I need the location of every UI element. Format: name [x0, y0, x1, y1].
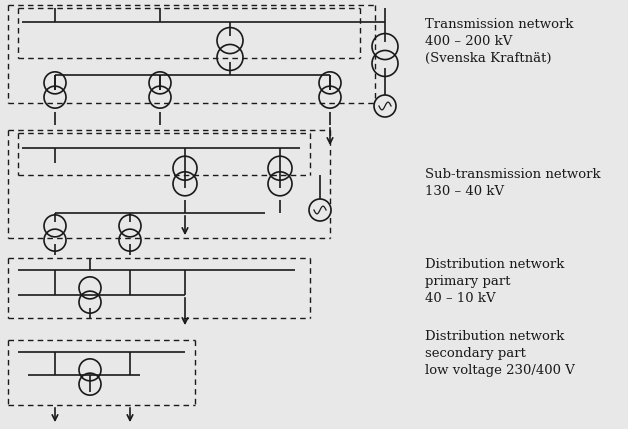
Text: Sub-transmission network
130 – 40 kV: Sub-transmission network 130 – 40 kV: [425, 168, 600, 198]
Circle shape: [309, 199, 331, 221]
Circle shape: [374, 95, 396, 117]
Text: Distribution network
primary part
40 – 10 kV: Distribution network primary part 40 – 1…: [425, 258, 565, 305]
Text: Transmission network
400 – 200 kV
(Svenska Kraftnät): Transmission network 400 – 200 kV (Svens…: [425, 18, 573, 65]
Text: Distribution network
secondary part
low voltage 230/400 V: Distribution network secondary part low …: [425, 330, 575, 377]
